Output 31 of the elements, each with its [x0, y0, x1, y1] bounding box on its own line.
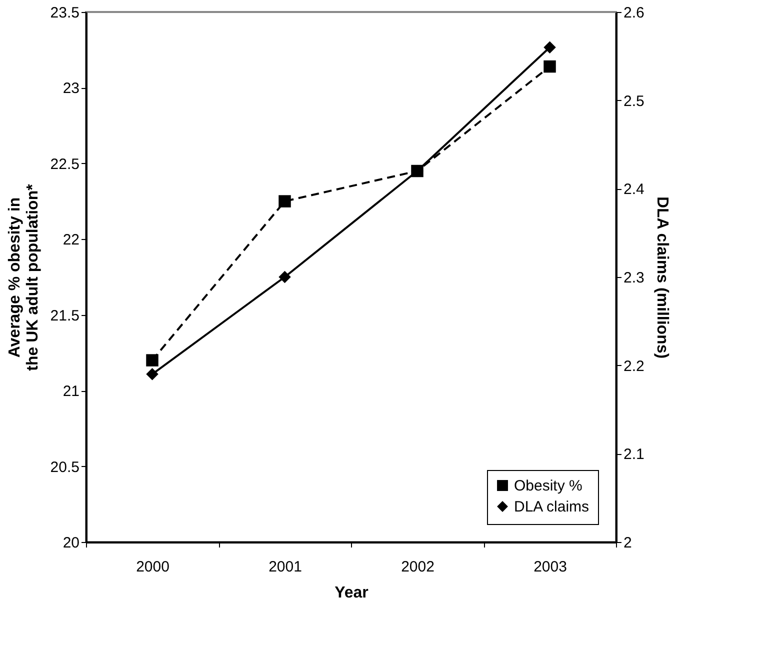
point	[544, 41, 556, 54]
point	[278, 270, 291, 284]
x-tick-label: 2000	[136, 558, 170, 576]
y-tick-label: 21.5	[50, 307, 80, 324]
y-tick-label: 22.5	[50, 156, 80, 173]
y2-tick-label: 2.2	[624, 358, 644, 375]
y2-tick-label: 2.6	[624, 4, 644, 22]
x-tick-label: 2003	[534, 558, 567, 576]
y2-tick-label: 2.4	[624, 181, 644, 198]
y-tick-label: 23	[62, 80, 80, 98]
point	[411, 164, 424, 178]
x-axis-title: Year	[334, 584, 368, 602]
point	[146, 368, 158, 380]
point	[146, 354, 158, 366]
y-tick-label: 20.5	[50, 458, 80, 476]
y2-axis-title: DLA claims (millions)	[653, 196, 670, 359]
x-tick-label: 2001	[268, 558, 302, 576]
x-tick-label: 2002	[401, 558, 434, 576]
point	[278, 195, 291, 208]
y-axis-title: Average % obesity in the UK adult population*	[6, 183, 42, 371]
y-tick-label: 20	[62, 534, 80, 552]
y2-tick-label: 2	[624, 534, 632, 552]
y2-tick-label: 2.3	[624, 270, 644, 286]
y-tick-label: 21	[62, 383, 80, 400]
y-tick-label: 23.5	[50, 4, 80, 22]
y-tick-label: 22	[62, 232, 80, 249]
y2-tick-label: 2.1	[624, 446, 644, 464]
point	[544, 60, 556, 73]
y2-tick-label: 2.5	[624, 92, 644, 110]
legend-label: Obesity %	[514, 478, 582, 494]
legend-label: DLA claims	[514, 498, 590, 516]
